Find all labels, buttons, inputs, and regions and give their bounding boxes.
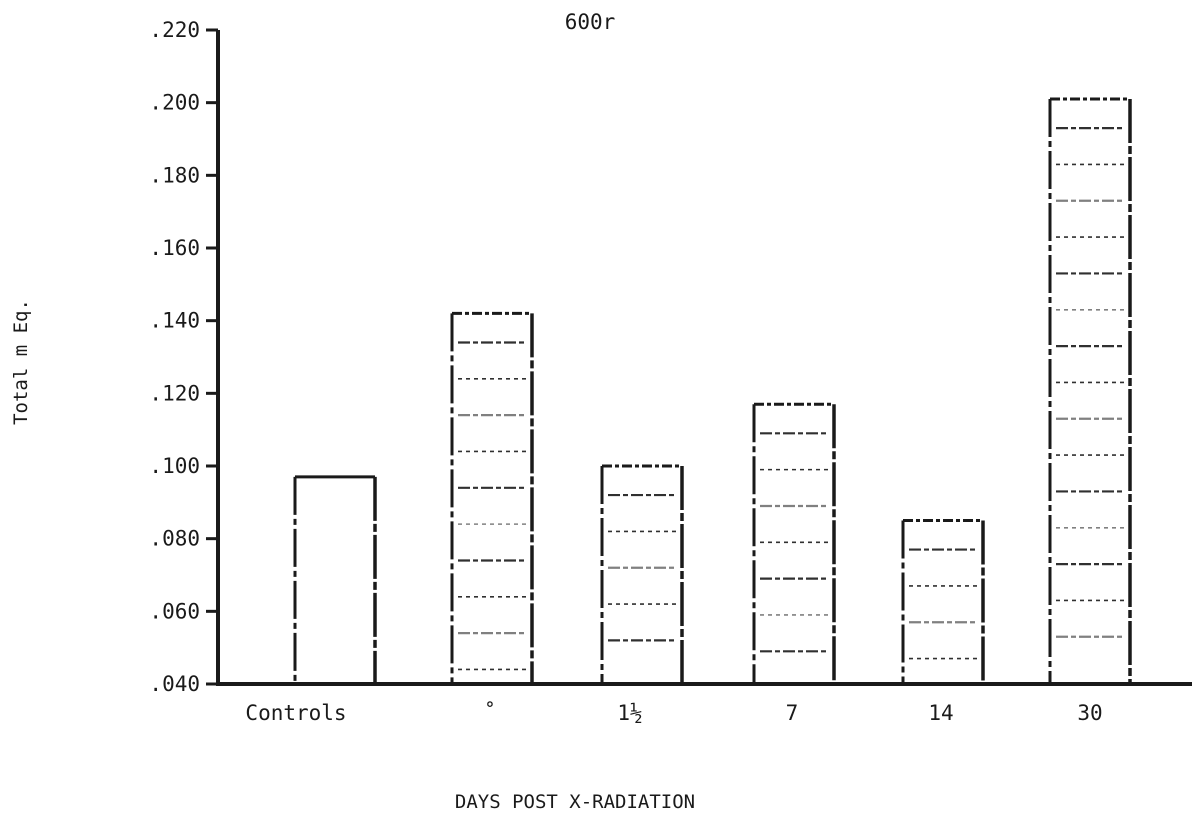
chart-title: 600r bbox=[565, 10, 616, 34]
bar bbox=[1048, 97, 1132, 684]
x-tick-label: 7 bbox=[786, 701, 799, 725]
y-tick-label: .040 bbox=[149, 672, 200, 696]
x-axis-label: DAYS POST X-RADIATION bbox=[455, 791, 695, 813]
bar bbox=[293, 475, 377, 684]
bar bbox=[450, 311, 534, 684]
bar bbox=[901, 519, 985, 684]
y-tick-label: .120 bbox=[149, 381, 200, 405]
y-tick-label: .100 bbox=[149, 454, 200, 478]
y-tick-label: .080 bbox=[149, 527, 200, 551]
y-tick-label: .180 bbox=[149, 163, 200, 187]
y-axis-label: Total m Eq. bbox=[10, 299, 32, 425]
bar bbox=[600, 464, 684, 684]
y-tick-label: .060 bbox=[149, 599, 200, 623]
x-tick-label: 30 bbox=[1077, 701, 1102, 725]
x-tick-label: Controls bbox=[245, 701, 346, 725]
y-axis-ticks: .040 .060 .080 .100 .120 .140 .160 .180 .200 .220 bbox=[149, 18, 218, 696]
bar bbox=[752, 402, 836, 684]
x-tick-label: ˚ bbox=[484, 701, 497, 725]
y-tick-label: .200 bbox=[149, 91, 200, 115]
y-tick-label: .160 bbox=[149, 236, 200, 260]
bars-group bbox=[293, 97, 1132, 684]
x-axis-ticks: Controls ˚ 1½ 7 14 30 bbox=[245, 701, 1102, 725]
x-tick-label: 14 bbox=[928, 701, 953, 725]
y-tick-label: .220 bbox=[149, 18, 200, 42]
y-tick-label: .140 bbox=[149, 309, 200, 333]
x-tick-label: 1½ bbox=[617, 701, 642, 725]
